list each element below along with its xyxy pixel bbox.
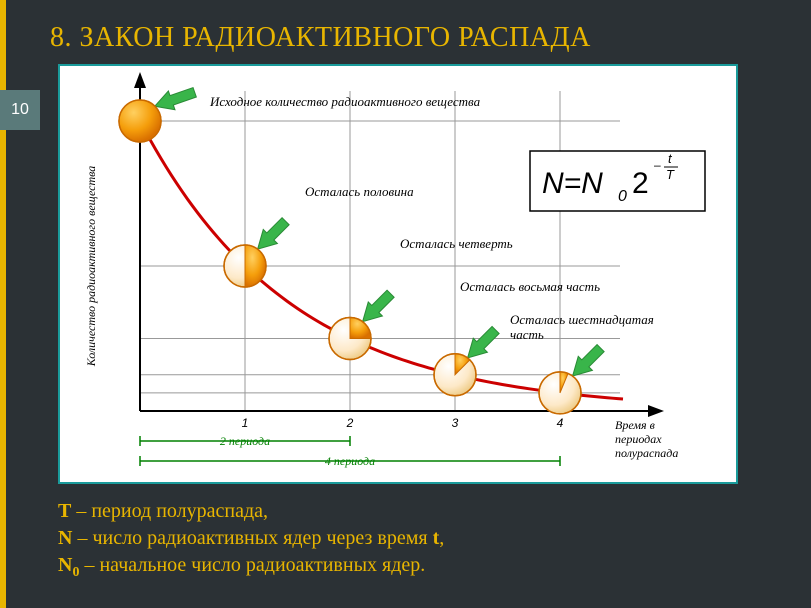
legend-line-2: N – число радиоактивных ядер через время… xyxy=(58,525,738,552)
legend-sym-N0: N xyxy=(58,554,72,576)
legend-txt-2: – число радиоактивных ядер через время xyxy=(72,527,432,549)
svg-text:Исходное количество радиоактив: Исходное количество радиоактивного вещес… xyxy=(209,94,481,109)
svg-text:Осталась четверть: Осталась четверть xyxy=(400,236,513,251)
slide-title: 8. ЗАКОН РАДИОАКТИВНОГО РАСПАДА xyxy=(50,22,591,54)
svg-text:Осталась половина: Осталась половина xyxy=(305,184,414,199)
legend-line-1: T – период полураспада, xyxy=(58,498,738,525)
svg-text:Осталась шестнадцатая: Осталась шестнадцатая xyxy=(510,312,654,327)
legend-sym-N: N xyxy=(58,527,72,549)
svg-text:3: 3 xyxy=(452,416,459,430)
svg-text:2: 2 xyxy=(346,416,354,430)
svg-text:периодах: периодах xyxy=(615,432,662,446)
legend-txt-3: – начальное число радиоактивных ядер. xyxy=(79,554,425,576)
svg-text:Время в: Время в xyxy=(615,418,655,432)
decay-chart: 1 2 3 4 2 периода 4 периода Количество радиоак… xyxy=(60,66,736,482)
svg-text:полураспада: полураспада xyxy=(615,446,678,460)
chart-frame: 1 2 3 4 2 периода 4 периода Количество радиоак… xyxy=(58,64,738,484)
svg-text:4: 4 xyxy=(557,416,564,430)
svg-text:1: 1 xyxy=(242,416,249,430)
svg-text:0: 0 xyxy=(618,188,627,205)
svg-text:–: – xyxy=(654,158,661,172)
svg-text:2 периода: 2 периода xyxy=(220,434,270,448)
legend-txt-2b: , xyxy=(439,527,444,549)
page-number-tab: 10 xyxy=(0,90,40,130)
legend-txt-1: – период полураспада, xyxy=(71,500,268,522)
page-number: 10 xyxy=(11,101,29,119)
legend-block: T – период полураспада, N – число радиоа… xyxy=(58,498,738,583)
svg-text:T: T xyxy=(666,167,675,182)
legend-line-3: N0 – начальное число радиоактивных ядер. xyxy=(58,552,738,583)
svg-text:4 периода: 4 периода xyxy=(325,454,375,468)
svg-text:часть: часть xyxy=(510,327,544,342)
svg-text:Количество радиоактивного веще: Количество радиоактивного вещества xyxy=(84,166,98,368)
slide-root: 10 8. ЗАКОН РАДИОАКТИВНОГО РАСПАДА 1 2 xyxy=(0,0,811,608)
svg-text:N=N: N=N xyxy=(542,167,603,200)
legend-sym-T: T xyxy=(58,500,71,522)
svg-text:2: 2 xyxy=(632,167,649,200)
svg-text:Осталась восьмая часть: Осталась восьмая часть xyxy=(460,279,600,294)
